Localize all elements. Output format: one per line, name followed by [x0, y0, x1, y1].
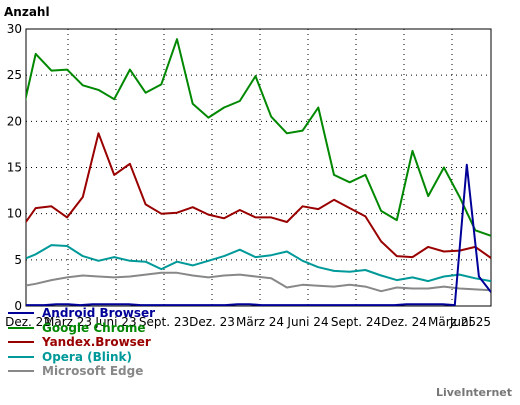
x-tick-label: Dez. 22	[5, 315, 51, 329]
x-tick-label: Dez. 23	[189, 315, 235, 329]
legend-swatch	[8, 312, 34, 315]
brand-label: LiveInternet	[435, 386, 512, 399]
x-tick-label: Juni 25	[449, 315, 491, 329]
legend-item-opera-blink: Opera (Blink)	[8, 350, 155, 365]
y-tick-label: 10	[7, 207, 22, 221]
y-tick-label: 0	[14, 299, 22, 313]
y-tick-label: 5	[14, 253, 22, 267]
x-tick-label: Sept. 23	[139, 315, 189, 329]
series-line-yandex-browser	[26, 132, 491, 259]
legend: Android Browser Google Chrome Yandex.Bro…	[8, 306, 155, 379]
legend-label: Yandex.Browser	[42, 335, 151, 350]
x-tick-label: Dez. 24	[381, 315, 427, 329]
y-axis-label: Anzahl	[4, 5, 50, 19]
legend-swatch	[8, 341, 34, 344]
legend-label: Google Chrome	[42, 320, 146, 335]
series-line-google-chrome	[26, 38, 491, 237]
legend-label: Android Browser	[42, 306, 156, 321]
y-tick-label: 25	[7, 68, 22, 82]
legend-swatch	[8, 370, 34, 373]
x-tick-label: Sept. 24	[331, 315, 381, 329]
series-line-opera-blink	[26, 244, 491, 283]
x-tick-label: Juni 24	[286, 315, 328, 329]
y-tick-label: 15	[7, 161, 22, 175]
series-line-microsoft-edge	[26, 271, 491, 293]
legend-item-google-chrome: Google Chrome	[8, 321, 155, 336]
legend-label: Opera (Blink)	[42, 349, 132, 364]
legend-item-android-browser: Android Browser	[8, 306, 155, 321]
y-tick-label: 20	[7, 114, 22, 128]
legend-item-microsoft-edge: Microsoft Edge	[8, 364, 155, 379]
legend-item-yandex-browser: Yandex.Browser	[8, 335, 155, 350]
x-tick-label: März 25	[428, 315, 476, 329]
series-line-android-browser	[26, 163, 491, 306]
legend-label: Microsoft Edge	[42, 364, 144, 379]
legend-swatch	[8, 355, 34, 358]
x-tick-label: Juni 23	[94, 315, 136, 329]
horizontal-gridlines	[26, 74, 491, 261]
series-lines	[26, 38, 491, 306]
plot-frame	[25, 28, 492, 307]
y-tick-labels: 0 5 10 15 20 25 30	[7, 22, 22, 313]
x-tick-label: März 23	[44, 315, 92, 329]
y-tick-label: 30	[7, 22, 22, 36]
x-tick-label: März 24	[236, 315, 284, 329]
legend-swatch	[8, 326, 34, 329]
